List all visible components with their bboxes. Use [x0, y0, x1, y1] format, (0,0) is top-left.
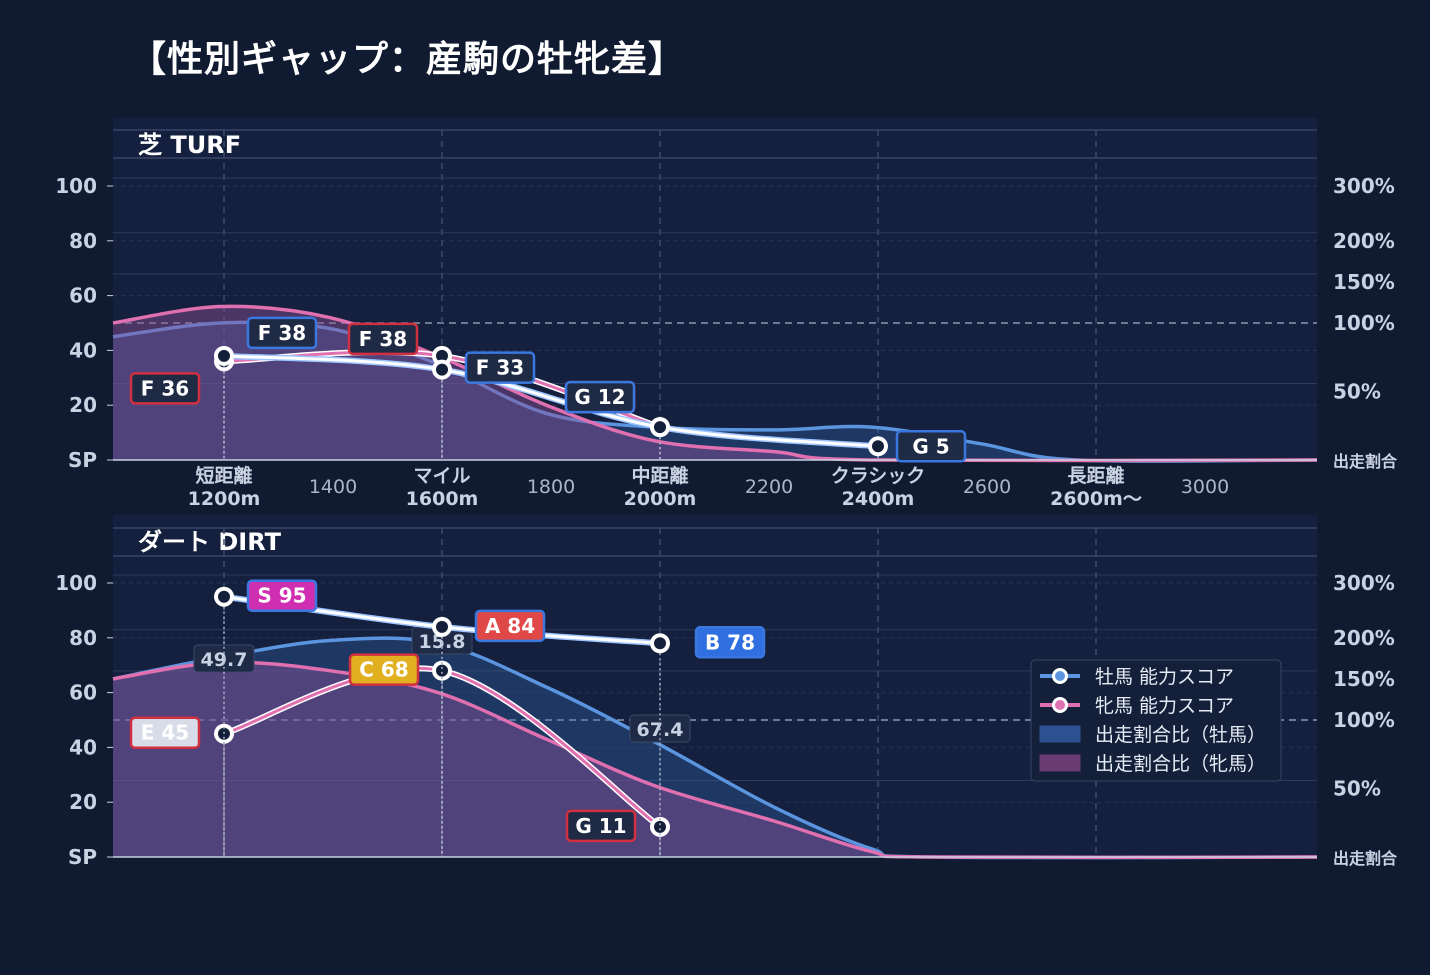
score-point: [654, 637, 666, 650]
grade-label: A 84: [485, 614, 535, 638]
legend-label-female-score: 牝馬 能力スコア: [1095, 695, 1234, 717]
grade-badge: [464, 351, 536, 384]
y-tick-label: 80: [69, 229, 97, 253]
x-category-label: 短距離: [195, 464, 252, 487]
legend-label-male-score: 牡馬 能力スコア: [1095, 666, 1234, 688]
score-point: [436, 620, 448, 633]
x-distance-tick: 2200: [745, 476, 793, 498]
ratio-label: 49.7: [201, 649, 248, 671]
x-distance-tick: 1800: [527, 476, 575, 498]
y-tick-label: 20: [69, 393, 97, 417]
legend-swatch-dot: [1055, 700, 1065, 710]
grade-badge: [474, 609, 546, 643]
grade-badge: [246, 316, 318, 350]
grade-badge: [129, 716, 201, 749]
grade-badge: [246, 579, 318, 612]
legend-label-male-ratio: 出走割合比（牡馬）: [1095, 724, 1266, 746]
score-point: [436, 349, 448, 362]
x-category-label: マイル: [413, 465, 470, 487]
grade-badge: [347, 322, 419, 356]
y2-tick-label: 100%: [1333, 311, 1395, 335]
plot-background: [113, 118, 1317, 460]
grade-label: G 12: [574, 385, 625, 409]
x-category-sub: 2600m〜: [1050, 488, 1142, 510]
y2-tick-label: 100%: [1333, 708, 1395, 732]
score-point: [218, 349, 230, 362]
grade-label: F 33: [476, 356, 524, 380]
x-category-label: 中距離: [631, 464, 688, 487]
legend-swatch-dot: [1055, 671, 1065, 681]
chart-panel-turf: 芝 TURF SP 20 40 60 80 100 出走割合 50% 100% 150% 200% 30…: [55, 118, 1398, 510]
x-category-label: クラシック: [831, 465, 926, 487]
y-tick-label: 40: [69, 735, 97, 759]
y2-tick-label: 300%: [1333, 174, 1395, 198]
x-category-sub: 2000m: [624, 488, 697, 510]
grade-label: F 36: [141, 376, 189, 400]
score-point: [654, 421, 666, 434]
y-tick-label: 80: [69, 626, 97, 650]
grade-badge: [348, 653, 420, 686]
grade-label: F 38: [359, 327, 407, 351]
y2-tick-label: 150%: [1333, 667, 1395, 691]
male-ratio-area: [113, 322, 1317, 462]
score-point: [436, 664, 448, 677]
y-tick-label: SP: [68, 845, 97, 869]
y2-tick-label: 300%: [1333, 571, 1395, 595]
y2-tick-label: 200%: [1333, 626, 1395, 650]
grade-badge: [694, 626, 766, 659]
female-ratio-area: [113, 306, 1317, 461]
grade-label: E 45: [141, 721, 189, 745]
grade-badge: [564, 380, 636, 414]
score-point: [872, 440, 884, 453]
y-tick-label: 40: [69, 338, 97, 362]
legend-swatch-area: [1039, 725, 1081, 743]
x-distance-tick: 2600: [963, 476, 1011, 498]
y2-tick-label: 50%: [1333, 777, 1381, 801]
x-distance-tick: 1400: [309, 476, 357, 498]
x-distance-tick: 3000: [1181, 476, 1229, 498]
male-ratio-area: [113, 638, 1317, 858]
grade-label: B 78: [705, 630, 755, 654]
score-point: [654, 820, 666, 833]
legend-label-female-ratio: 出走割合比（牝馬）: [1095, 753, 1266, 775]
grade-label: S 95: [257, 584, 306, 608]
grade-label: G 5: [912, 434, 949, 458]
y2-tick-label: 50%: [1333, 380, 1381, 404]
score-point: [436, 363, 448, 376]
grade-label: C 68: [359, 658, 408, 682]
y-tick-label: 100: [55, 571, 97, 595]
grade-label: F 38: [258, 321, 306, 345]
y-tick-label: 100: [55, 174, 97, 198]
y-tick-label: 20: [69, 790, 97, 814]
y-tick-label: 60: [69, 681, 97, 705]
legend-swatch-area: [1039, 754, 1081, 772]
legend-box: [1030, 659, 1282, 782]
score-point: [218, 590, 230, 603]
grade-label: G 11: [575, 814, 626, 838]
x-category-sub: 2400m: [842, 488, 915, 510]
y-tick-label: SP: [68, 448, 97, 472]
panel-title: 芝 TURF: [138, 131, 241, 159]
x-category-sub: 1600m: [406, 488, 479, 510]
y2-tick-label: 150%: [1333, 270, 1395, 294]
grade-badge: [129, 372, 201, 405]
x-category-label: 長距離: [1067, 464, 1124, 487]
chart-title: 【性別ギャップ：産駒の牡牝差】: [130, 39, 686, 80]
female-ratio-area: [113, 662, 1317, 858]
y2-tick-label: 200%: [1333, 229, 1395, 253]
y2-tick-label: 出走割合: [1333, 849, 1398, 868]
grade-badge: [565, 809, 637, 843]
x-category-sub: 1200m: [188, 488, 261, 510]
y2-tick-label: 出走割合: [1333, 452, 1398, 471]
panel-title: ダート DIRT: [138, 528, 282, 556]
male-score-line: [223, 354, 879, 448]
grade-badge: [895, 430, 967, 463]
y-tick-label: 60: [69, 284, 97, 308]
